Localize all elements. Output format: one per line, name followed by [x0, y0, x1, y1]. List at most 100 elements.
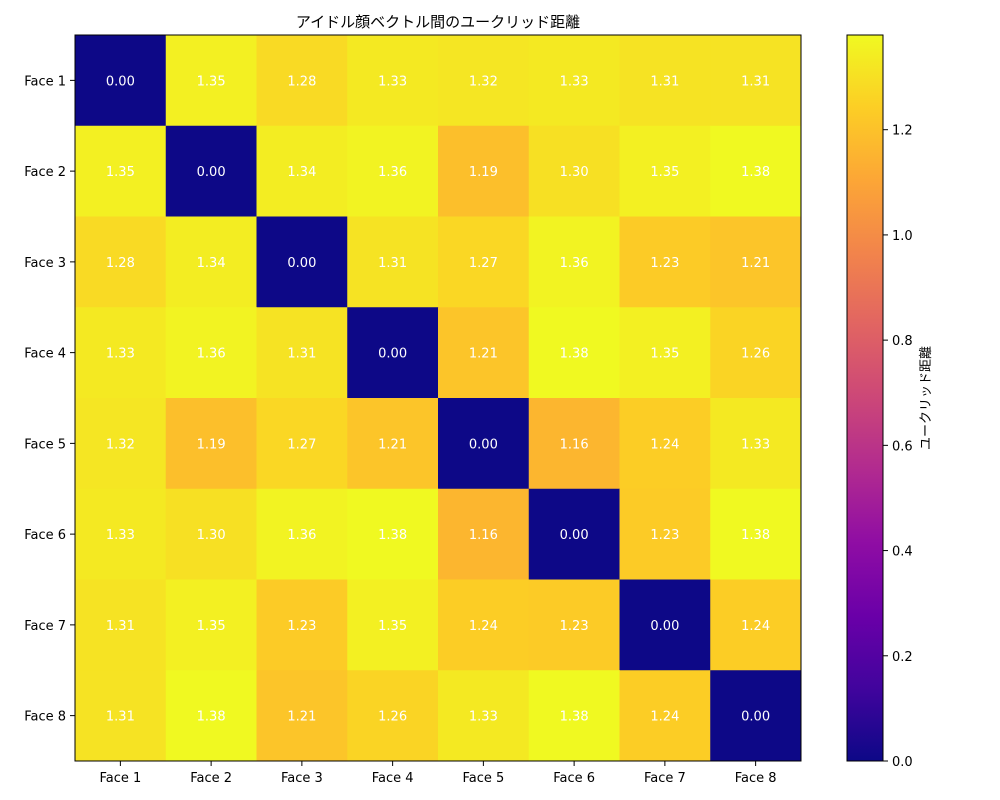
cell-value-label: 1.27: [469, 256, 498, 271]
cell-value-label: 1.33: [560, 74, 589, 89]
heatmap-cell: [710, 125, 802, 217]
heatmap-cell: [438, 670, 530, 762]
heatmap-cell: [619, 670, 711, 762]
cell-value-label: 0.00: [469, 437, 498, 452]
heatmap-cells: [75, 35, 802, 762]
cell-value-label: 1.38: [197, 710, 226, 725]
cell-value-label: 1.19: [469, 165, 498, 180]
heatmap-cell: [528, 579, 620, 671]
cell-value-label: 1.31: [287, 347, 316, 362]
y-tick-label: Face 3: [24, 256, 66, 271]
cell-value-label: 1.31: [650, 74, 679, 89]
heatmap-cell: [619, 307, 711, 399]
cell-value-label: 0.00: [197, 165, 226, 180]
cell-value-label: 0.00: [287, 256, 316, 271]
heatmap-cell: [347, 398, 439, 490]
cell-value-label: 1.21: [741, 256, 770, 271]
cell-value-label: 1.30: [197, 528, 226, 543]
heatmap-cell: [619, 35, 711, 127]
cell-value-label: 0.00: [741, 710, 770, 725]
heatmap-cell: [710, 579, 802, 671]
cell-value-label: 1.23: [560, 619, 589, 634]
cell-value-label: 1.32: [106, 437, 135, 452]
heatmap-cell: [619, 125, 711, 217]
cell-value-label: 1.35: [378, 619, 407, 634]
heatmap-cell: [165, 488, 257, 580]
cell-value-label: 1.27: [287, 437, 316, 452]
heatmap-cell: [347, 216, 439, 308]
cell-value-label: 1.32: [469, 74, 498, 89]
cell-value-label: 1.26: [378, 710, 407, 725]
y-axis: Face 1 Face 2 Face 3 Face 4 Face 5 Face 6 Face…: [24, 74, 75, 725]
heatmap-cell: [75, 307, 167, 399]
cell-value-label: 1.31: [106, 710, 135, 725]
heatmap-cell: [528, 307, 620, 399]
chart-title: アイドル顔ベクトル間のユークリッド距離: [296, 13, 580, 31]
heatmap-cell: [528, 35, 620, 127]
cell-value-label: 1.38: [560, 710, 589, 725]
heatmap-cell: [528, 670, 620, 762]
cell-value-label: 1.26: [741, 347, 770, 362]
x-tick-label: Face 5: [462, 771, 504, 786]
cell-value-label: 1.31: [741, 74, 770, 89]
heatmap-cell: [528, 216, 620, 308]
cell-value-label: 1.23: [287, 619, 316, 634]
cell-value-label: 1.30: [560, 165, 589, 180]
cell-value-label: 1.38: [378, 528, 407, 543]
colorbar-tick-label: 0.8: [892, 334, 913, 349]
cell-value-label: 1.23: [650, 256, 679, 271]
cell-value-label: 1.24: [650, 710, 679, 725]
x-tick-label: Face 4: [372, 771, 414, 786]
heatmap-cell: [528, 488, 620, 580]
heatmap-cell: [438, 398, 530, 490]
heatmap-cell: [256, 670, 348, 762]
heatmap-cell: [710, 216, 802, 308]
cell-value-label: 1.34: [197, 256, 226, 271]
heatmap-cell: [347, 670, 439, 762]
cell-value-label: 1.35: [197, 619, 226, 634]
colorbar-tick-label: 1.0: [892, 229, 913, 244]
cell-value-label: 1.33: [106, 347, 135, 362]
cell-value-label: 1.24: [469, 619, 498, 634]
colorbar-tick-label: 1.2: [892, 124, 913, 139]
heatmap-cell: [347, 307, 439, 399]
heatmap-cell: [619, 488, 711, 580]
cell-value-label: 1.33: [378, 74, 407, 89]
colorbar-tick-label: 0.4: [892, 545, 913, 560]
cell-value-label: 1.38: [560, 347, 589, 362]
cell-value-label: 1.36: [197, 347, 226, 362]
heatmap-cell: [528, 398, 620, 490]
heatmap-cell: [438, 125, 530, 217]
heatmap-cell-labels: 0.00 1.35 1.28 1.33 1.32 1.33 1.31 1.31 1.35 0.00…: [106, 74, 770, 724]
heatmap-cell: [438, 35, 530, 127]
cell-value-label: 1.23: [650, 528, 679, 543]
cell-value-label: 1.38: [741, 165, 770, 180]
cell-value-label: 1.33: [469, 710, 498, 725]
cell-value-label: 1.35: [106, 165, 135, 180]
heatmap-cell: [165, 398, 257, 490]
heatmap-cell: [165, 125, 257, 217]
cell-value-label: 1.28: [106, 256, 135, 271]
cell-value-label: 1.33: [741, 437, 770, 452]
heatmap-cell: [75, 488, 167, 580]
colorbar-gradient: [846, 34, 884, 762]
x-tick-label: Face 6: [553, 771, 595, 786]
cell-value-label: 1.19: [197, 437, 226, 452]
colorbar-ticks: 0.0 0.2 0.4 0.6 0.8 1.0 1.2: [883, 124, 913, 770]
heatmap-cell: [165, 307, 257, 399]
heatmap-cell: [256, 125, 348, 217]
cell-value-label: 0.00: [560, 528, 589, 543]
cell-value-label: 0.00: [106, 74, 135, 89]
cell-value-label: 1.35: [197, 74, 226, 89]
heatmap-cell: [256, 307, 348, 399]
heatmap-cell: [438, 579, 530, 671]
heatmap-cell: [710, 670, 802, 762]
heatmap-cell: [256, 398, 348, 490]
heatmap-cell: [710, 488, 802, 580]
heatmap-cell: [619, 579, 711, 671]
cell-value-label: 1.24: [741, 619, 770, 634]
heatmap-cell: [710, 35, 802, 127]
colorbar-label: ユークリッド距離: [919, 346, 934, 450]
cell-value-label: 0.00: [650, 619, 679, 634]
